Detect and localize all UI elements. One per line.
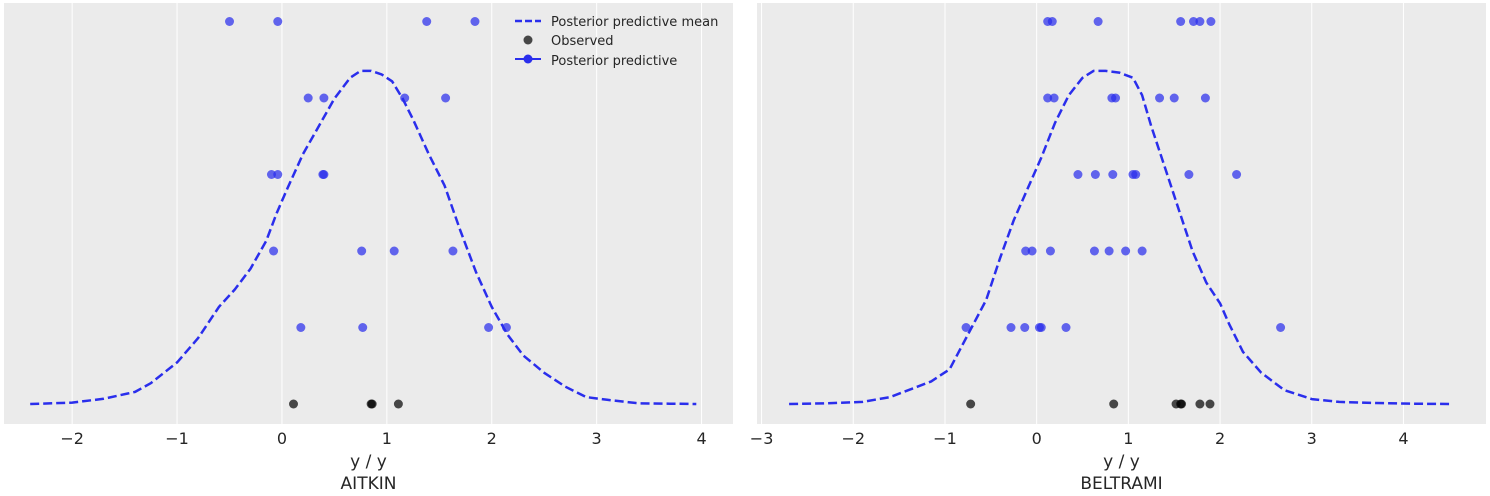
beltrami-posterior-predictive-point: [1104, 246, 1114, 256]
beltrami-panel-title: BELTRAMI: [1080, 474, 1162, 494]
aitkin-panel-title: AITKIN: [341, 474, 397, 494]
aitkin-x-tick-label: −2: [60, 429, 84, 448]
beltrami-observed-point: [966, 399, 976, 409]
aitkin-observed-point: [393, 399, 403, 409]
aitkin-posterior-predictive-point: [225, 17, 235, 26]
beltrami-posterior-predictive-point: [1073, 170, 1083, 179]
beltrami-observed-point: [1205, 399, 1215, 409]
beltrami-x-tick-label: −2: [841, 429, 865, 448]
legend-predictive-label: Posterior predictive: [551, 54, 677, 69]
beltrami-observed-point: [1109, 399, 1119, 409]
aitkin-x-tick-label: 0: [277, 429, 287, 448]
legend-predictive-marker: [523, 54, 533, 64]
beltrami-posterior-predictive-point: [1027, 246, 1037, 256]
aitkin-observed-point: [289, 399, 299, 409]
aitkin-posterior-predictive-mean-line: [30, 69, 697, 406]
beltrami-x-tick-label: 4: [1398, 429, 1408, 448]
beltrami-posterior-predictive-point: [1176, 17, 1186, 26]
legend-mean-label: Posterior predictive mean: [551, 15, 718, 30]
beltrami-posterior-predictive-point: [1061, 323, 1071, 332]
beltrami-posterior-predictive-point: [1232, 170, 1242, 179]
beltrami-posterior-predictive-point: [1276, 323, 1286, 332]
aitkin-posterior-predictive-point: [303, 93, 313, 103]
beltrami-posterior-predictive-point: [1169, 93, 1179, 103]
aitkin-x-tick-label: 1: [382, 429, 392, 448]
beltrami-posterior-predictive-point: [1043, 93, 1053, 103]
aitkin-posterior-predictive-point: [357, 246, 367, 256]
aitkin-x-tick-label: −1: [165, 429, 189, 448]
beltrami-posterior-predictive-point: [1090, 170, 1100, 179]
beltrami-posterior-predictive-point: [1137, 246, 1147, 256]
aitkin-posterior-predictive-point: [273, 170, 283, 179]
beltrami-posterior-predictive-point: [1195, 17, 1205, 26]
aitkin-observed-point: [367, 399, 377, 409]
beltrami-x-tick-label: −3: [750, 429, 774, 448]
aitkin-x-tick-label: 3: [592, 429, 602, 448]
beltrami-x-tick-label: 3: [1307, 429, 1317, 448]
beltrami-x-tick-label: 0: [1032, 429, 1042, 448]
beltrami-posterior-predictive-point: [1108, 170, 1118, 179]
beltrami-posterior-predictive-point: [1049, 93, 1059, 103]
aitkin-posterior-predictive-point: [441, 93, 451, 103]
beltrami-posterior-predictive-point: [1045, 246, 1055, 256]
beltrami-posterior-predictive-point: [1184, 170, 1194, 179]
aitkin-posterior-predictive-point: [389, 246, 399, 256]
aitkin-posterior-predictive-point: [422, 17, 432, 26]
beltrami-posterior-predictive-mean-line: [789, 69, 1450, 406]
aitkin-posterior-predictive-point: [501, 323, 511, 332]
aitkin-plot-area: [4, 3, 733, 424]
beltrami-posterior-predictive-point: [961, 323, 971, 332]
beltrami-x-tick-label: 1: [1123, 429, 1133, 448]
beltrami-posterior-predictive-point: [1020, 323, 1030, 332]
aitkin-posterior-predictive-point: [470, 17, 480, 26]
legend-observed-label: Observed: [551, 34, 614, 49]
beltrami-posterior-predictive-point: [1093, 17, 1103, 26]
aitkin-posterior-predictive-point: [273, 17, 283, 26]
beltrami-posterior-predictive-point: [1131, 170, 1141, 179]
beltrami-observed-point: [1195, 399, 1205, 409]
beltrami-posterior-predictive-point: [1206, 17, 1216, 26]
beltrami-posterior-predictive-point: [1155, 93, 1165, 103]
aitkin-posterior-predictive-point: [400, 93, 410, 103]
beltrami-posterior-predictive-point: [1188, 17, 1198, 26]
aitkin-posterior-predictive-point: [484, 323, 494, 332]
aitkin-x-tick-label: 2: [487, 429, 497, 448]
aitkin-x-axis-label: y / y: [350, 452, 387, 472]
aitkin-posterior-predictive-point: [448, 246, 458, 256]
beltrami-x-tick-label: 2: [1215, 429, 1225, 448]
aitkin-posterior-predictive-point: [296, 323, 306, 332]
beltrami-plot-area: [757, 3, 1486, 424]
beltrami-posterior-predictive-point: [1089, 246, 1099, 256]
beltrami-posterior-predictive-point: [1036, 323, 1046, 332]
legend: Posterior predictive mean Observed Poste…: [515, 15, 718, 69]
beltrami-x-tick-label: −1: [933, 429, 957, 448]
aitkin-posterior-predictive-point: [269, 246, 279, 256]
beltrami-observed-point: [1177, 399, 1187, 409]
beltrami-posterior-predictive-point: [1111, 93, 1121, 103]
beltrami-posterior-predictive-point: [1121, 246, 1131, 256]
aitkin-posterior-predictive-point: [266, 170, 276, 179]
aitkin-posterior-predictive-point: [319, 170, 329, 179]
aitkin-posterior-predictive-point: [319, 93, 329, 103]
aitkin-x-tick-label: 4: [696, 429, 706, 448]
beltrami-posterior-predictive-point: [1047, 17, 1057, 26]
beltrami-posterior-predictive-point: [1006, 323, 1016, 332]
beltrami-posterior-predictive-point: [1200, 93, 1210, 103]
aitkin-posterior-predictive-point: [358, 323, 368, 332]
beltrami-posterior-predictive-point: [1021, 246, 1031, 256]
legend-observed-marker: [523, 35, 533, 45]
beltrami-x-axis-label: y / y: [1103, 452, 1140, 472]
